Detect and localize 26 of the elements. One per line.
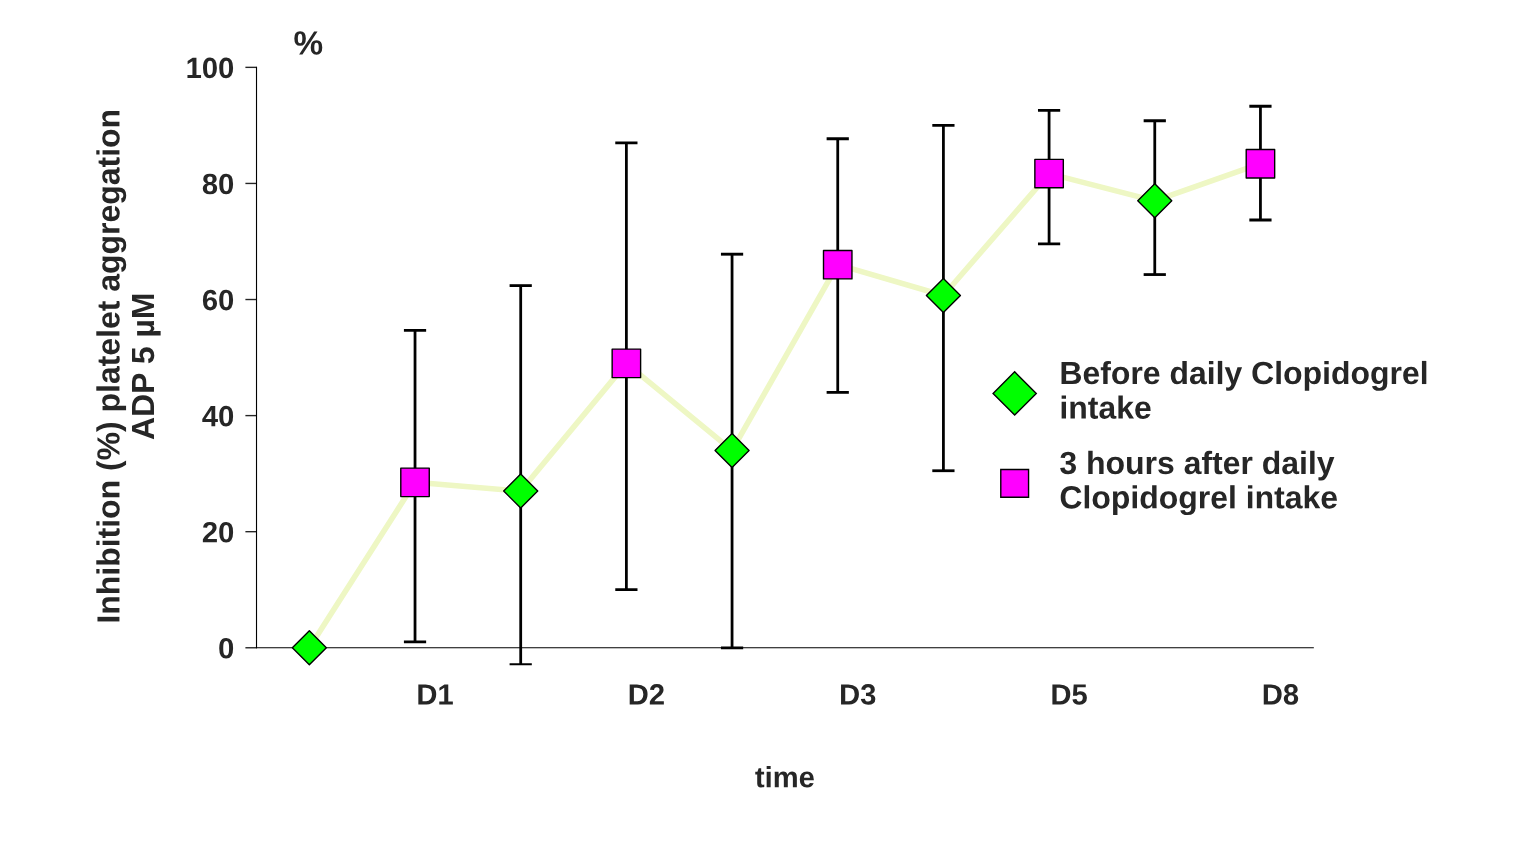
y-axis-title: Inhibition (%) platelet aggregation ADP 5 µM: [96, 110, 161, 622]
point: [925, 277, 962, 314]
y-tick-label: 80: [202, 173, 234, 195]
legend-label: Before daily Clopidogrel intake: [1061, 360, 1427, 419]
y-tick-label: 60: [202, 289, 234, 311]
x-tick-label: D5: [1052, 684, 1087, 705]
point: [1034, 158, 1065, 189]
point: [1245, 148, 1276, 179]
point: [822, 249, 853, 280]
x-tick-label: D2: [629, 684, 664, 705]
point: [714, 432, 750, 469]
point: [1137, 183, 1173, 219]
text: %: [294, 31, 323, 55]
x-tick-label: D3: [841, 684, 876, 705]
y-tick-label: 20: [202, 521, 234, 543]
point: [400, 467, 430, 498]
y-tick-label: 100: [187, 57, 234, 79]
x-axis-title: time: [755, 766, 814, 788]
y-tick-label: 40: [202, 405, 234, 427]
point: [502, 473, 539, 509]
x-tick-label: D8: [1263, 684, 1299, 705]
legend-label: 3 hours after daily Clopidogrel intake: [1060, 450, 1337, 516]
point: [291, 630, 328, 666]
y-tick-label: 0: [219, 637, 234, 659]
point: [611, 348, 642, 379]
x-tick-label: D1: [418, 684, 453, 705]
